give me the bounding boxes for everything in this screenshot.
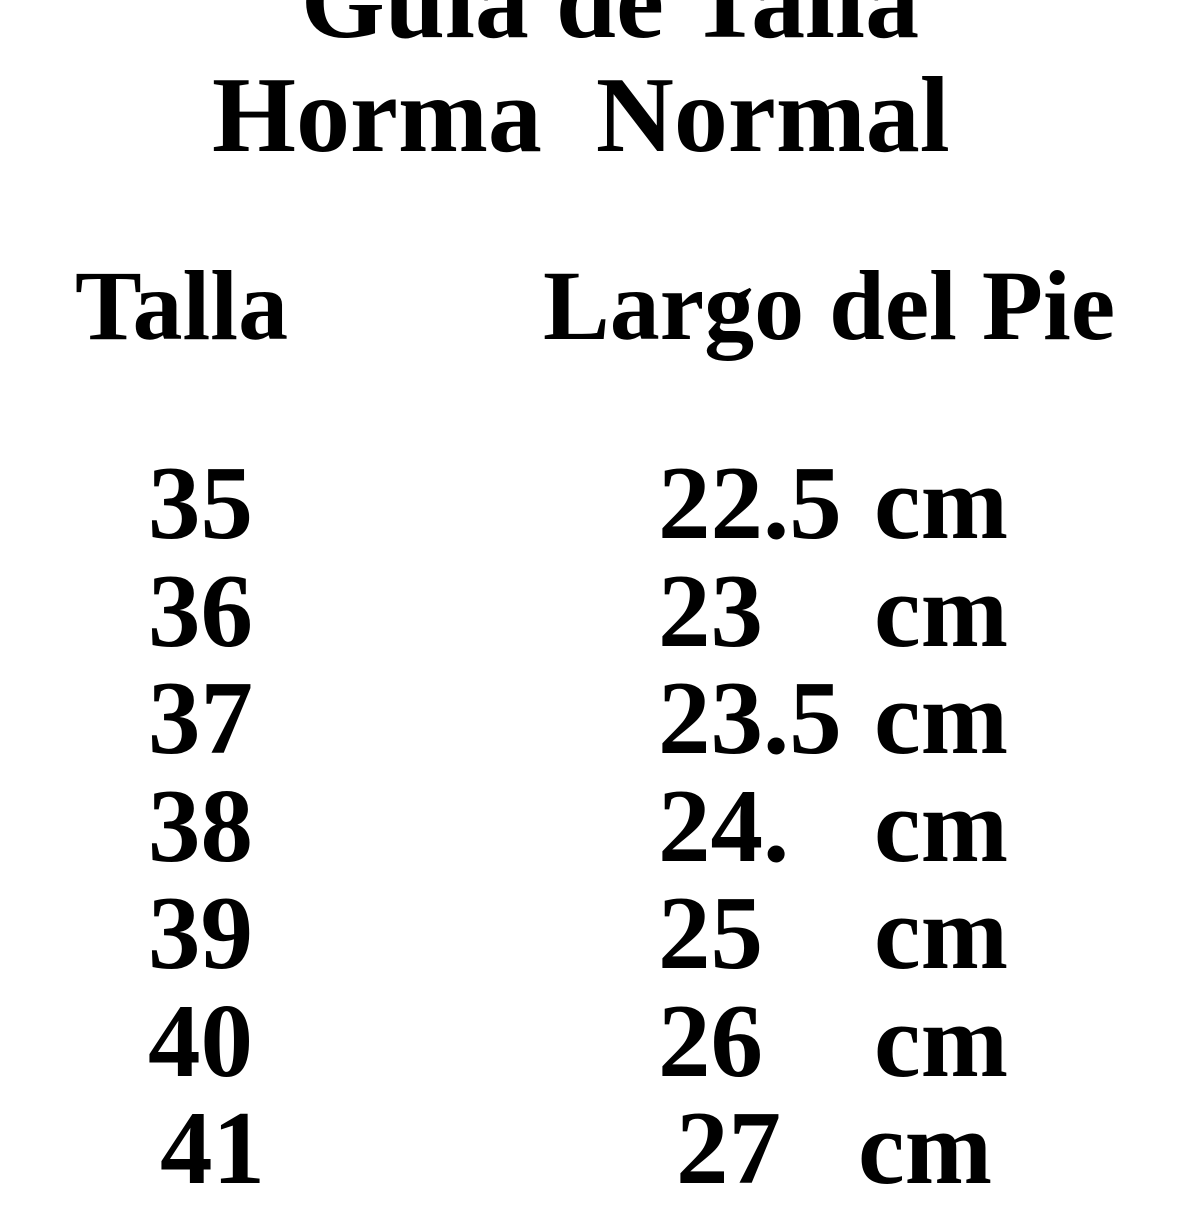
unit-label: cm (874, 766, 1009, 884)
unit-label: cm (874, 981, 1009, 1099)
length-value: 27 (676, 1089, 781, 1206)
size-value: 39 (148, 874, 253, 991)
unit-label: cm (874, 551, 1009, 669)
length-value: 26 (658, 981, 763, 1099)
size-value: 36 (148, 551, 253, 669)
column-header-foot-length: Largo del Pie (543, 250, 1116, 361)
unit-label: cm (874, 444, 1009, 561)
size-value: 41 (160, 1089, 265, 1206)
title-line-1: Guía de Talla (300, 0, 920, 61)
length-value: 25 (658, 874, 763, 991)
length-value: 23 (658, 551, 763, 669)
unit-label: cm (874, 659, 1009, 776)
size-value: 38 (148, 766, 253, 884)
size-value: 40 (148, 981, 253, 1099)
size-value: 35 (148, 444, 253, 561)
length-value: 24. (658, 766, 790, 884)
unit-label: cm (858, 1089, 993, 1206)
column-header-size: Talla (75, 250, 289, 361)
size-value: 37 (148, 659, 253, 776)
title-line-2: Horma Normal (212, 56, 950, 175)
length-value: 23.5 (658, 659, 842, 776)
length-value: 22.5 (658, 444, 842, 561)
unit-label: cm (874, 874, 1009, 991)
